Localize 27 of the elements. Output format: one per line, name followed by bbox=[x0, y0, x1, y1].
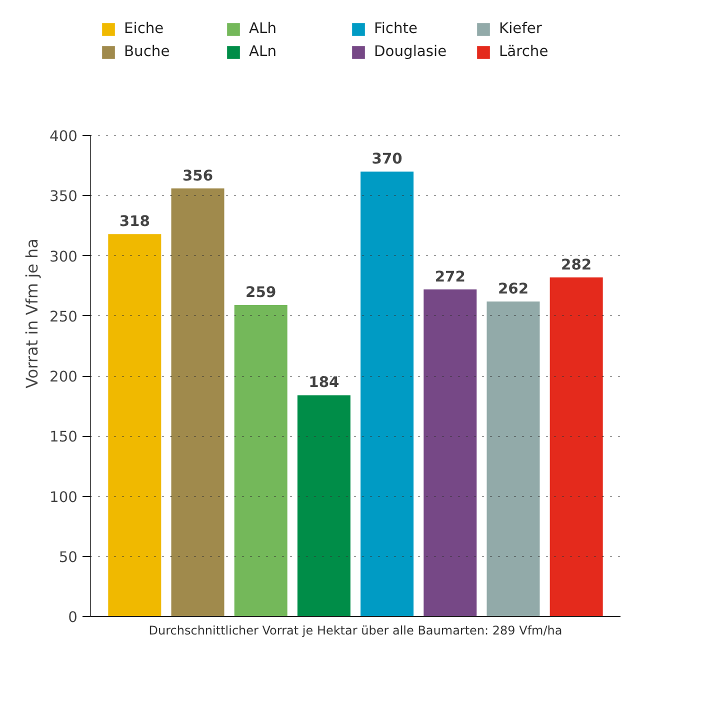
data-label: 262 bbox=[498, 280, 529, 298]
y-tick-label: 300 bbox=[50, 248, 78, 266]
y-tick-label: 100 bbox=[50, 488, 78, 506]
legend-label: Eiche bbox=[124, 20, 165, 37]
y-tick-label: 0 bbox=[68, 609, 78, 626]
data-label: 259 bbox=[246, 284, 276, 302]
legend-label: ALn bbox=[249, 43, 278, 60]
legend-label: Fichte bbox=[374, 20, 419, 37]
text: Durchschnittlicher Vorrat je Hektar über alle Baumarten: 289 Vfm/ha bbox=[148, 624, 562, 638]
y-tick-label: 400 bbox=[50, 128, 78, 145]
legend-label: Douglasie bbox=[374, 43, 448, 60]
legend-label: ALh bbox=[249, 20, 278, 37]
y-tick-label: 250 bbox=[50, 308, 78, 326]
y-tick-label: 350 bbox=[50, 188, 78, 206]
legend-label: Lärche bbox=[499, 43, 550, 60]
data-label: 184 bbox=[308, 374, 340, 392]
data-label: 282 bbox=[561, 256, 592, 274]
y-axis-title: Vorrat in Vfm je ha bbox=[22, 238, 42, 388]
data-label: 370 bbox=[372, 150, 402, 168]
data-label: 318 bbox=[119, 213, 150, 230]
y-tick-label: 200 bbox=[50, 368, 78, 386]
data-label: 356 bbox=[182, 167, 214, 184]
legend-label: Buche bbox=[124, 43, 171, 60]
legend-label: Kiefer bbox=[499, 20, 543, 37]
data-label: 272 bbox=[434, 268, 466, 286]
y-tick-label: 150 bbox=[50, 428, 78, 446]
y-tick-label: 50 bbox=[58, 548, 78, 566]
